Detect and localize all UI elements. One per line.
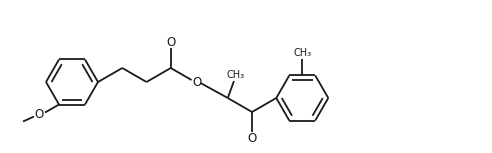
Text: O: O (247, 131, 257, 144)
Text: CH₃: CH₃ (293, 49, 311, 58)
Text: O: O (166, 35, 175, 49)
Text: O: O (34, 108, 44, 121)
Text: O: O (192, 75, 201, 88)
Text: CH₃: CH₃ (227, 70, 245, 80)
